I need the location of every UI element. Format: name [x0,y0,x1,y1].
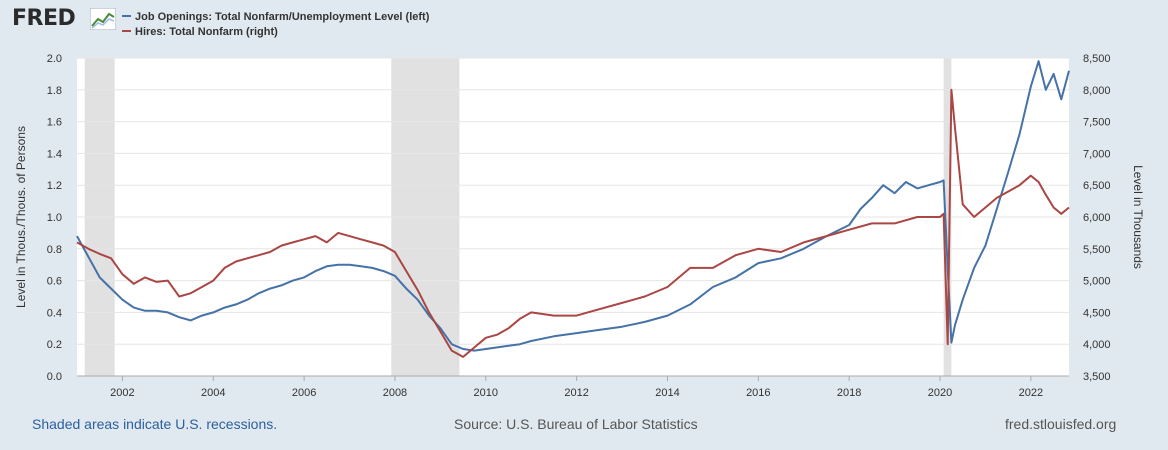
left-tick-label: 0.6 [47,276,62,288]
legend-swatch [122,30,131,33]
legend-item-hires[interactable]: Hires: Total Nonfarm (right) [122,26,429,41]
site-link[interactable]: fred.stlouisfed.org [1005,416,1117,432]
left-axis-title: Level in Thous./Thous. of Persons [14,126,28,308]
x-tick-label: 2008 [383,387,407,399]
left-tick-label: 1.6 [47,117,62,129]
x-tick-label: 2010 [474,387,498,399]
chart-canvas: 0.0 0.2 0.4 0.6 0.8 1.0 1.2 1.4 1.6 1.8 2.0 3,500 4… [14,53,1145,399]
left-tick-label: 2.0 [47,53,62,65]
chart-legend: Job Openings: Total Nonfarm/Unemployment… [122,11,429,41]
recession-note-link[interactable]: Shaded areas indicate U.S. recessions. [32,416,278,432]
source-text: Source: U.S. Bureau of Labor Statistics [454,416,698,432]
x-tick-label: 2002 [110,387,134,399]
x-axis-ticks: 2002 2004 2006 2008 2010 2012 2014 2016 2018 2020… [77,375,1069,399]
x-tick-label: 2014 [655,387,679,399]
x-tick-label: 2006 [292,387,316,399]
left-tick-label: 0.0 [47,371,62,383]
right-tick-label: 6,000 [1083,212,1111,224]
right-tick-label: 6,500 [1083,180,1111,192]
right-axis-ticks: 3,500 4,000 4,500 5,000 5,500 6,000 6,500 7,000… [1083,53,1111,383]
left-tick-label: 0.2 [47,339,62,351]
x-tick-label: 2016 [746,387,770,399]
right-tick-label: 4,000 [1083,339,1111,351]
right-tick-label: 5,500 [1083,244,1111,256]
right-tick-label: 7,500 [1083,117,1111,129]
x-tick-label: 2012 [564,387,588,399]
left-tick-label: 1.2 [47,180,62,192]
right-tick-label: 3,500 [1083,371,1111,383]
right-axis-title: Level in Thousands [1131,165,1145,269]
chart-header: FRED Job Openings: Total Nonfarm/Unemplo… [0,0,1168,46]
legend-swatch [122,15,131,18]
legend-item-job-openings[interactable]: Job Openings: Total Nonfarm/Unemployment… [122,11,429,26]
x-tick-label: 2022 [1019,387,1043,399]
left-tick-label: 1.4 [47,148,62,160]
legend-label: Job Openings: Total Nonfarm/Unemployment… [135,11,430,23]
job-openings-ratio-line [76,60,1070,352]
x-tick-label: 2004 [201,387,225,399]
right-tick-label: 8,000 [1083,85,1111,97]
left-tick-label: 1.0 [47,212,62,224]
x-tick-label: 2020 [928,387,952,399]
right-tick-label: 8,500 [1083,53,1111,65]
series-lines [76,60,1070,358]
line-chart-icon [90,8,116,30]
left-tick-label: 0.4 [47,307,62,319]
right-tick-label: 7,000 [1083,148,1111,160]
hires-line [76,88,1070,358]
logo-text: FRED [12,6,76,31]
right-tick-label: 5,000 [1083,276,1111,288]
fred-logo[interactable]: FRED [12,6,118,36]
left-tick-label: 0.8 [47,244,62,256]
left-axis-ticks: 0.0 0.2 0.4 0.6 0.8 1.0 1.2 1.4 1.6 1.8 2.0 [47,53,62,383]
legend-label: Hires: Total Nonfarm (right) [135,26,278,38]
right-tick-label: 4,500 [1083,307,1111,319]
x-tick-label: 2018 [837,387,861,399]
left-tick-label: 1.8 [47,85,62,97]
